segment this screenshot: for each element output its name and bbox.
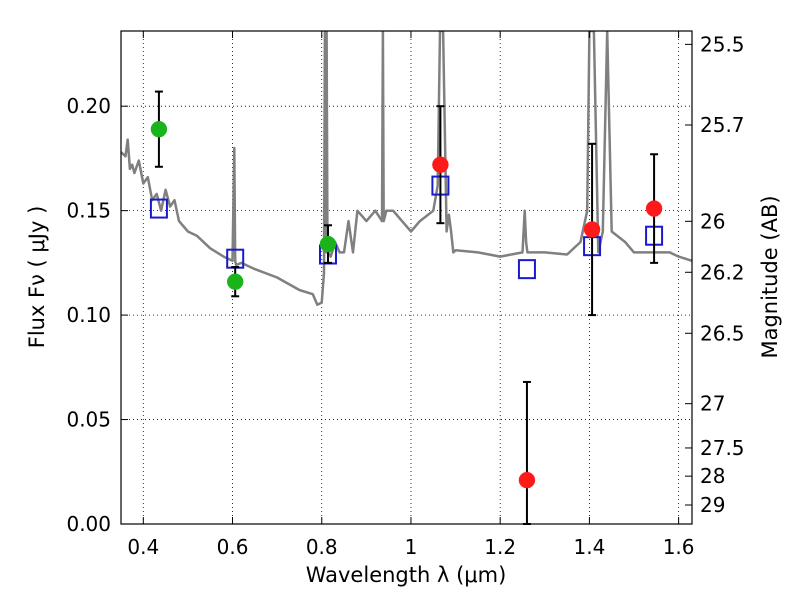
plot-frame	[120, 30, 693, 525]
right-tick-label: 29	[700, 493, 725, 517]
x-axis-title: Wavelength λ (μm)	[306, 563, 507, 587]
observed-flux-point	[150, 120, 168, 138]
x-axis: 0.4 0.6 0.8 1 1.2 1.4 1.6	[127, 31, 695, 559]
x-tick-label: 0.4	[127, 535, 159, 559]
y-tick-label: 0.05	[66, 408, 111, 432]
spectrum-layer	[121, 31, 692, 306]
y-axis-left: 0.00 0.05 0.10 0.15 0.20	[66, 94, 128, 536]
observed-flux-point	[645, 200, 663, 217]
observed-flux-point	[432, 156, 449, 173]
x-tick-label: 1.4	[573, 535, 605, 559]
x-tick-label: 0.6	[217, 535, 249, 559]
x-tick-label: 1.6	[663, 535, 695, 559]
observed-flux-point	[583, 221, 601, 238]
plot-background	[121, 31, 692, 524]
model-spectrum-line	[121, 31, 692, 306]
x-tick-label: 1	[405, 535, 418, 559]
points-layer	[149, 90, 664, 525]
x-tick-label: 0.8	[306, 535, 338, 559]
right-tick-label: 28	[700, 464, 725, 488]
observed-flux-point	[226, 273, 244, 290]
right-tick-label: 25.7	[700, 113, 745, 137]
y-axis-right: 25.5 25.7 26 26.2 26.5 27 27.5 28 29	[685, 32, 745, 517]
right-tick-label: 26	[700, 209, 725, 233]
right-tick-label: 27	[700, 392, 725, 416]
y-axis-right-title: Magnitude (AB)	[758, 195, 782, 358]
y-axis-title: Flux Fν ( μJy )	[25, 206, 49, 349]
y-tick-label: 0.15	[66, 199, 111, 223]
right-tick-label: 27.5	[700, 436, 745, 460]
y-tick-label: 0.20	[66, 94, 111, 118]
y-tick-label: 0.00	[66, 512, 111, 536]
model-square-point	[517, 259, 536, 280]
observed-flux-point	[319, 235, 337, 253]
model-square-point	[149, 198, 168, 219]
observed-flux-point	[518, 471, 536, 489]
right-tick-label: 26.5	[700, 321, 745, 345]
right-tick-label: 25.5	[700, 32, 745, 56]
right-tick-label: 26.2	[700, 260, 745, 284]
x-tick-label: 1.2	[484, 535, 516, 559]
y-tick-label: 0.10	[66, 303, 111, 327]
